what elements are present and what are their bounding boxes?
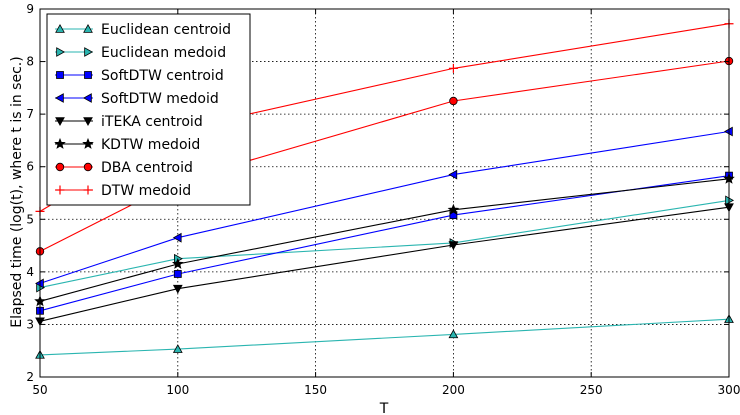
y-tick-label: 4 bbox=[26, 265, 34, 279]
x-tick-label: 200 bbox=[442, 383, 465, 397]
x-tick-label: 50 bbox=[32, 383, 47, 397]
data-point-iteka-centroid bbox=[448, 241, 459, 251]
series-line-dba-centroid bbox=[39, 60, 730, 252]
legend-label: Euclidean centroid bbox=[101, 22, 231, 38]
y-tick-label: 2 bbox=[26, 370, 34, 384]
legend-marker bbox=[55, 162, 65, 172]
legend-item-kdtw-medoid: KDTW medoid bbox=[54, 137, 200, 153]
legend-marker bbox=[54, 137, 66, 149]
legend-label: DBA centroid bbox=[101, 160, 193, 176]
legend-label: Euclidean medoid bbox=[101, 45, 226, 61]
legend-item-euclidean-centroid: Euclidean centroid bbox=[55, 22, 231, 38]
plot-frame bbox=[39, 8, 730, 378]
data-point-kdtw-medoid bbox=[172, 257, 184, 269]
legend-label: SoftDTW medoid bbox=[101, 91, 219, 107]
legend-marker bbox=[82, 137, 94, 149]
legend-marker bbox=[56, 71, 64, 79]
legend-label: iTEKA centroid bbox=[101, 114, 203, 130]
y-tick-label: 8 bbox=[26, 55, 34, 69]
legend-item-softdtw-centroid: SoftDTW centroid bbox=[55, 68, 224, 84]
data-point-kdtw-medoid bbox=[447, 203, 460, 215]
series-line-euclidean-centroid bbox=[39, 318, 730, 356]
series-iteka-centroid bbox=[35, 203, 734, 327]
legend-marker bbox=[54, 93, 64, 103]
data-point-euclidean-centroid bbox=[448, 329, 459, 339]
legend-label: KDTW medoid bbox=[101, 137, 200, 153]
x-tick-label: 100 bbox=[166, 383, 189, 397]
legend-marker bbox=[82, 93, 92, 103]
legend-marker bbox=[83, 23, 93, 33]
legend: Euclidean centroid Euclidean medoid SoftDT… bbox=[46, 13, 251, 206]
x-tick-label: 150 bbox=[304, 383, 327, 397]
data-point-euclidean-centroid bbox=[172, 344, 183, 353]
data-point-iteka-centroid bbox=[172, 284, 183, 294]
data-point-softdtw-centroid bbox=[173, 270, 182, 278]
series-euclidean-medoid bbox=[36, 195, 735, 293]
legend-marker bbox=[84, 47, 94, 57]
legend-label: SoftDTW centroid bbox=[101, 68, 224, 84]
y-tick-label: 9 bbox=[26, 2, 34, 16]
series-layer bbox=[34, 19, 735, 359]
legend-marker bbox=[55, 23, 65, 33]
data-point-dba-centroid bbox=[449, 96, 458, 106]
legend-item-dba-centroid: DBA centroid bbox=[55, 160, 193, 176]
legend-label: DTW medoid bbox=[101, 183, 191, 199]
y-tick-label: 7 bbox=[26, 107, 34, 121]
y-tick-label: 6 bbox=[26, 160, 34, 174]
series-line-kdtw-medoid bbox=[39, 178, 730, 302]
data-point-softdtw-medoid bbox=[172, 232, 182, 243]
y-axis-label: Elapsed time (log(t), where t is in sec.… bbox=[9, 56, 25, 327]
y-tick-label: 5 bbox=[26, 212, 34, 226]
legend-marker bbox=[83, 185, 93, 195]
data-point-softdtw-medoid bbox=[448, 169, 458, 180]
legend-marker bbox=[83, 117, 93, 127]
legend-marker bbox=[55, 185, 65, 195]
series-line-softdtw-centroid bbox=[39, 175, 730, 312]
series-line-iteka-centroid bbox=[39, 206, 730, 322]
grid bbox=[40, 9, 729, 377]
ticks: 50 100 150 200 250 300 2 3 4 5 6 7 8 9 bbox=[26, 2, 740, 397]
y-tick-label: 3 bbox=[26, 317, 34, 331]
x-axis-label: T bbox=[379, 401, 389, 415]
legend-marker bbox=[83, 162, 93, 172]
legend-item-euclidean-medoid: Euclidean medoid bbox=[55, 45, 226, 61]
legend-box bbox=[46, 13, 251, 206]
legend-marker bbox=[55, 117, 65, 127]
legend-item-iteka-centroid: iTEKA centroid bbox=[55, 114, 203, 130]
legend-item-dtw-medoid: DTW medoid bbox=[55, 183, 191, 199]
series-line-softdtw-medoid bbox=[39, 130, 730, 284]
legend-marker bbox=[84, 71, 92, 79]
x-tick-label: 300 bbox=[718, 383, 740, 397]
x-tick-label: 250 bbox=[580, 383, 603, 397]
series-line-euclidean-medoid bbox=[39, 199, 730, 289]
legend-marker bbox=[56, 47, 66, 57]
series-euclidean-centroid bbox=[35, 314, 734, 359]
data-point-dtw-medoid bbox=[448, 63, 458, 73]
legend-item-softdtw-medoid: SoftDTW medoid bbox=[54, 91, 219, 107]
